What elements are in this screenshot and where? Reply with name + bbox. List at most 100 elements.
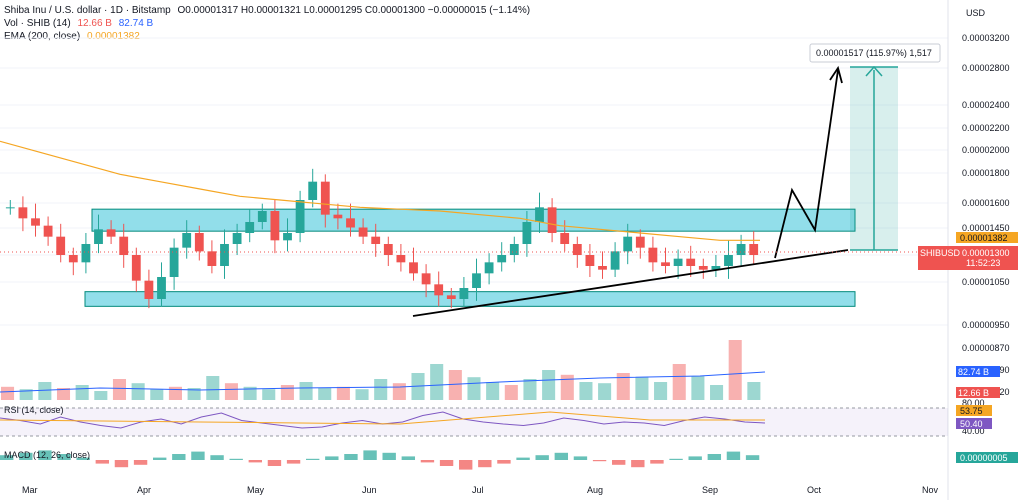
candle-body xyxy=(409,262,418,274)
volume-bar xyxy=(392,383,406,400)
price-tick-label: 0.00002400 xyxy=(962,100,1010,110)
candle-body xyxy=(119,236,129,255)
price-tick-label: 0.00002000 xyxy=(962,145,1010,155)
macd-bar xyxy=(286,460,301,464)
candle-body xyxy=(31,218,40,226)
volume-label[interactable]: Vol · SHIB (14) xyxy=(4,18,71,29)
macd-pane xyxy=(0,450,760,470)
volume-bar xyxy=(616,373,630,400)
macd-bar xyxy=(535,455,549,460)
candle-body xyxy=(383,244,393,255)
macd-bar xyxy=(573,456,588,460)
candle-body xyxy=(245,222,255,233)
ema-price-text: 0.00001382 xyxy=(960,233,1008,243)
time-tick-label: Jun xyxy=(362,485,377,495)
macd-bar xyxy=(726,451,741,460)
symbol-title[interactable]: Shiba Inu / U.S. dollar · 1D · Bitstamp xyxy=(4,5,171,16)
ema-price-tag xyxy=(956,232,1018,243)
macd-tag-text: 0.00000005 xyxy=(960,453,1008,463)
candle-body xyxy=(94,229,103,244)
macd-bar xyxy=(707,454,722,460)
trendline[interactable] xyxy=(0,65,948,317)
candle-body xyxy=(358,227,368,237)
macd-bar xyxy=(344,454,358,460)
macd-bar xyxy=(650,460,664,464)
currency-label[interactable]: USD xyxy=(966,8,986,18)
macd-bar xyxy=(420,460,435,463)
volume-ma-line xyxy=(0,371,766,393)
price-tick-label: 0.00001800 xyxy=(962,168,1010,178)
symbol-tag-text: SHIBUSD xyxy=(920,248,961,258)
macd-bar xyxy=(688,456,702,460)
macd-bar xyxy=(267,460,282,466)
volume-bar xyxy=(262,389,276,400)
candle-body xyxy=(320,181,330,215)
time-tick-label: Jul xyxy=(472,485,484,495)
volume-bar xyxy=(635,377,649,400)
price-tick-label: 0.00000870 xyxy=(962,343,1010,353)
volume-bar xyxy=(1,386,15,400)
price-tick-label: 0.00002200 xyxy=(962,123,1010,133)
macd-bar xyxy=(439,460,454,466)
volume-bar xyxy=(187,388,201,400)
candle-body xyxy=(18,207,28,219)
volume-bar xyxy=(579,382,593,400)
volume-bar xyxy=(131,383,145,400)
candle-body xyxy=(547,207,557,233)
current-price-text: 0.00001300 xyxy=(962,248,1010,258)
rsi-label[interactable]: RSI (14, close) xyxy=(4,405,64,415)
volume-bar xyxy=(728,340,742,400)
volume-bar xyxy=(75,385,89,400)
candle-body xyxy=(446,295,456,299)
macd-bar xyxy=(306,458,320,460)
candle-body xyxy=(194,233,204,252)
volume-bar xyxy=(710,385,724,400)
macd-label[interactable]: MACD (12, 26, close) xyxy=(4,450,90,460)
macd-bar xyxy=(210,455,224,460)
price-tick-label: 0.00002800 xyxy=(962,63,1010,73)
macd-bar xyxy=(478,460,492,468)
time-axis[interactable]: Mar Apr May Jun Jul Aug Sep Oct Nov xyxy=(22,485,939,495)
candle-body xyxy=(220,244,229,266)
time-tick-label: Oct xyxy=(807,485,822,495)
time-tick-label: Sep xyxy=(702,485,718,495)
volume-bar xyxy=(38,382,52,400)
volume-bar xyxy=(94,391,108,400)
macd-bar xyxy=(612,460,626,465)
candle-body xyxy=(711,266,721,270)
measure-arrow-head xyxy=(865,65,883,77)
zone-box xyxy=(91,208,856,232)
price-tick-label: 0.00001600 xyxy=(962,198,1010,208)
time-tick-label: Mar xyxy=(22,485,38,495)
macd-bar xyxy=(459,460,473,470)
measure-tool[interactable]: 0.00001517 (115.97%) 1,517 xyxy=(809,43,941,251)
macd-bar xyxy=(382,452,396,460)
candle-body xyxy=(673,258,683,266)
candle-body xyxy=(257,211,267,222)
ema-label[interactable]: EMA (200, close) xyxy=(4,31,81,42)
volume-bar xyxy=(56,388,71,400)
volume-bar xyxy=(112,379,127,400)
candle-body xyxy=(169,247,179,277)
price-tick-label: 0.00001450 xyxy=(962,223,1010,233)
volume-bar xyxy=(280,385,294,400)
macd-bar xyxy=(95,460,110,464)
current-price-tag xyxy=(918,246,1018,270)
volume-pane xyxy=(0,340,766,400)
price-axis[interactable]: 0.00003200 0.00002800 0.00002400 0.00002200… xyxy=(918,33,1018,463)
time-tick-label: Apr xyxy=(137,485,151,495)
candle-body xyxy=(207,251,217,266)
macd-bar xyxy=(38,450,52,460)
rising-trendline xyxy=(412,249,849,317)
macd-bar xyxy=(248,460,263,463)
volume-bar xyxy=(206,376,220,400)
volume-bar xyxy=(19,389,33,400)
projection-arrowhead xyxy=(829,65,843,84)
macd-bar xyxy=(153,457,167,460)
macd-bar xyxy=(19,452,33,460)
volume-bar xyxy=(150,389,164,400)
ema-line xyxy=(0,140,760,241)
candle-body xyxy=(371,236,381,244)
time-tick-label: Aug xyxy=(587,485,603,495)
